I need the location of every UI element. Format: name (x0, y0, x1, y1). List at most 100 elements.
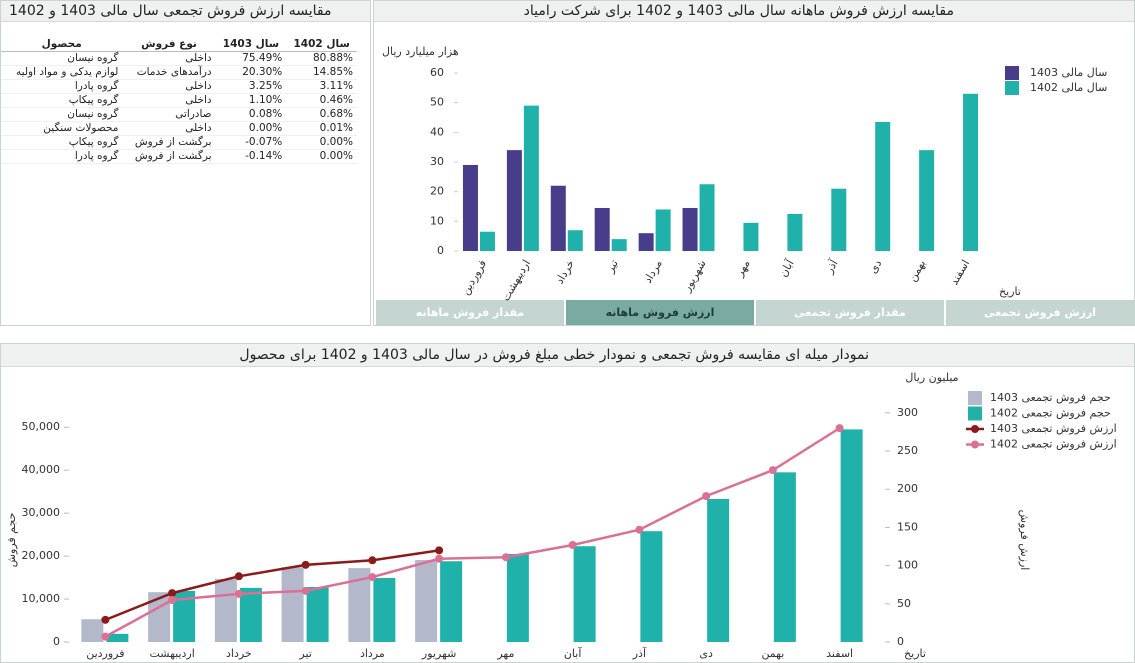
bar (840, 429, 863, 642)
table-cell: 0.00% (286, 135, 357, 150)
x-tick-label: آذر (632, 646, 647, 660)
table-cell: گروه پیکاپ (1, 135, 123, 150)
bar (773, 472, 796, 642)
table-cell: 0.46% (286, 93, 357, 108)
legend-swatch (968, 406, 982, 421)
line (104, 427, 841, 638)
bar (638, 233, 654, 251)
y2-tick-label: 200 (897, 482, 918, 495)
column-header: سال 1403 (215, 37, 287, 52)
table-cell: لوازم یدکی و مواد اولیه (1, 65, 123, 80)
table-cell: 80.88% (286, 51, 357, 66)
x-tick-label: تیر (603, 258, 621, 276)
table-cell: 14.85% (286, 65, 357, 80)
bar (373, 578, 396, 642)
x-tick-label: آبان (564, 646, 582, 660)
table-cell: داخلی (122, 121, 216, 136)
tab[interactable]: ارزش فروش تجمعی (944, 300, 1134, 325)
table-cell: داخلی (122, 51, 216, 66)
table-row: گروه پیکاپ داخلی 1.10% 0.46% (1, 93, 357, 108)
x-tick-label: دی (866, 257, 884, 275)
x-tick-label: شهریور (421, 647, 456, 660)
x-tick-label: فروردین (459, 258, 489, 298)
y-tick-label: 20 (430, 185, 444, 198)
bar (506, 553, 529, 642)
line-marker (568, 540, 577, 549)
column-header: سال 1402 (286, 37, 357, 52)
legend-swatch (968, 391, 982, 405)
legend-label: حجم فروش تجمعی 1403 (990, 391, 1111, 404)
tab[interactable]: ارزش فروش ماهانه (564, 300, 754, 325)
line-marker (168, 595, 177, 604)
table-cell: گروه نیسان (1, 107, 123, 122)
bar (239, 587, 262, 642)
bar (506, 150, 522, 251)
table-cell: 3.25% (215, 79, 287, 94)
table-cell: گروه پادرا (1, 79, 123, 94)
legend-swatch (1005, 66, 1019, 80)
x-tick-label: فروردین (86, 647, 124, 660)
table-cell: برگشت از فروش (122, 135, 216, 150)
tab[interactable]: مقدار فروش ماهانه (374, 300, 564, 325)
column-header: محصول (1, 37, 123, 52)
bar (81, 619, 104, 642)
line-marker (368, 556, 377, 565)
line-marker (835, 424, 844, 433)
legend-swatch (971, 425, 979, 433)
x-axis-label: تاریخ (999, 285, 1021, 298)
line-marker (435, 546, 444, 555)
bar (655, 209, 671, 251)
y-tick-label: 0 (53, 635, 60, 648)
bar (415, 559, 438, 642)
panel-header: مقایسه ارزش فروش تجمعی سال مالی 1403 و 1… (1, 1, 370, 22)
bar (479, 231, 495, 251)
bar (523, 105, 539, 251)
bar (214, 578, 237, 642)
bar (743, 222, 759, 251)
table-cell: گروه پیکاپ (1, 93, 123, 108)
table-panel: مقایسه ارزش فروش تجمعی سال مالی 1403 و 1… (0, 0, 371, 326)
table-cell: 0.68% (286, 107, 357, 122)
bar (173, 590, 196, 642)
line-marker (234, 589, 243, 598)
table-row: گروه پیکاپ برگشت از فروش -0.07% 0.00% (1, 135, 357, 150)
bar (611, 239, 627, 251)
y2-tick-label: 300 (897, 406, 918, 419)
y2-axis-label: ارزش فروش (1018, 510, 1031, 571)
y2-unit: میلیون ریال (905, 371, 958, 384)
table-cell: 0.00% (286, 149, 357, 164)
y2-tick-label: 100 (897, 559, 918, 572)
bar (306, 587, 329, 642)
panel-header: مقایسه ارزش فروش ماهانه سال مالی 1403 و … (374, 1, 1134, 22)
line-marker (101, 615, 110, 624)
x-tick-label: اردیبهشت (499, 258, 533, 304)
tab-bar: مقدار فروش ماهانه ارزش فروش ماهانه مقدار ف… (374, 300, 1134, 325)
table-cell: داخلی (122, 79, 216, 94)
bar (594, 207, 610, 251)
table-cell: 0.08% (215, 107, 287, 122)
tab[interactable]: مقدار فروش تجمعی (754, 300, 944, 325)
line-marker (168, 589, 177, 598)
bar (462, 164, 478, 251)
x-tick-label: بهمن (761, 647, 784, 660)
table-cell: 0.00% (215, 121, 287, 136)
line (104, 549, 440, 622)
y-tick-label: 10 (430, 214, 444, 227)
table-cell: برگشت از فروش (122, 149, 216, 164)
y-axis-label: حجم فروش (5, 513, 18, 568)
panel-title: مقایسه ارزش فروش ماهانه سال مالی 1403 و … (523, 3, 954, 19)
x-tick-label: مهر (732, 257, 752, 279)
x-tick-label: آذر (821, 256, 841, 276)
y2-tick-label: 0 (897, 635, 904, 648)
x-axis-label: تاریخ (904, 647, 926, 660)
y-tick-label: 40 (430, 125, 444, 138)
bar (682, 207, 698, 251)
panel-title: مقایسه ارزش فروش تجمعی سال مالی 1403 و 1… (9, 3, 332, 19)
x-tick-label: مهر (496, 647, 514, 660)
bar (106, 633, 129, 642)
x-tick-label: خرداد (226, 647, 252, 660)
table-cell: گروه پادرا (1, 149, 123, 164)
x-tick-label: اردیبهشت (149, 647, 194, 660)
y2-tick-label: 150 (897, 520, 918, 533)
